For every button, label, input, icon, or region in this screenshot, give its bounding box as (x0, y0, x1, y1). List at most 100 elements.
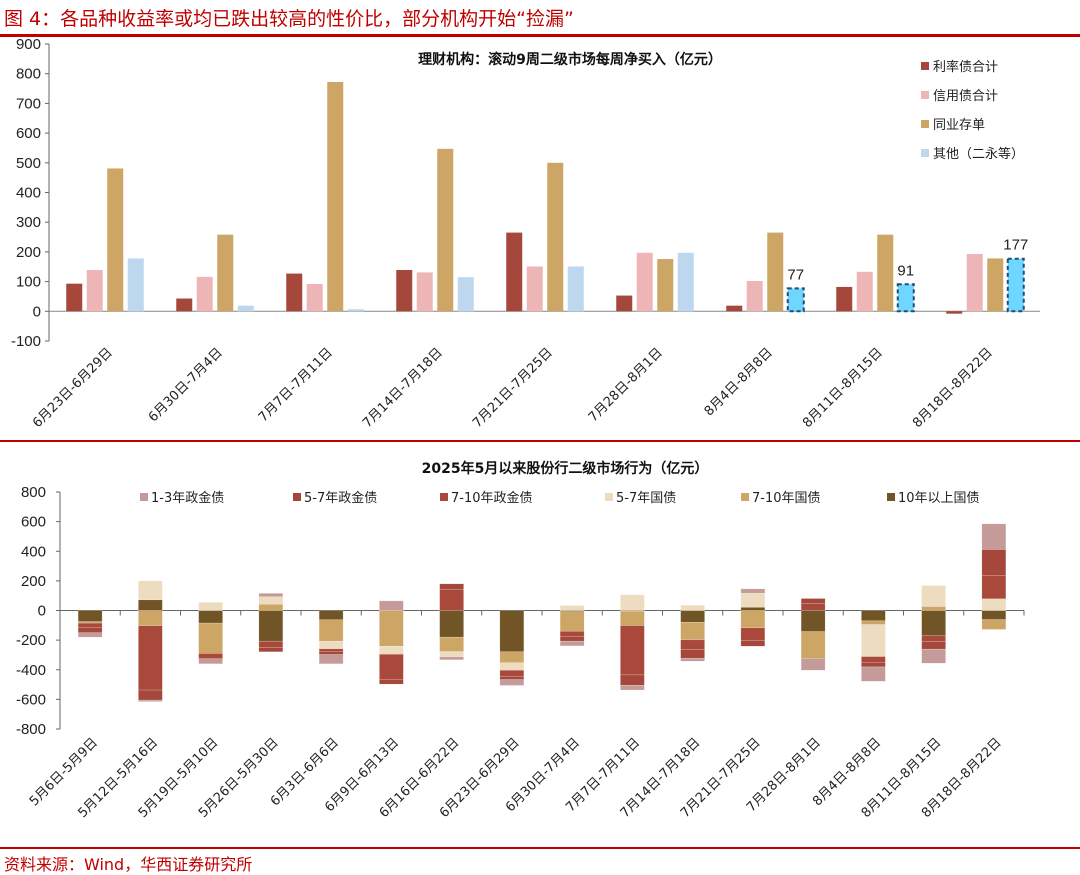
bar-2 (86, 270, 103, 312)
stack-segment (258, 647, 284, 653)
stack-segment (620, 594, 645, 611)
stack-segment (740, 588, 766, 594)
stack-segment (499, 669, 525, 677)
source-note: 资料来源：Wind，华西证券研究所 (4, 855, 253, 874)
stack-segment (138, 599, 163, 611)
stack-segment (559, 640, 585, 647)
y-tick-label: 400 (16, 185, 41, 202)
stack-segment (499, 651, 525, 663)
bar-3 (107, 168, 124, 312)
chart-wealth-net-buy: -100 0 100 200 300 400 500 600 700 800 900 理财机构：滚动9… (11, 37, 1040, 431)
stack-segment (379, 679, 404, 685)
legend-swatch (293, 493, 301, 501)
chart-title: 2025年5月以来股份行二级市场行为（亿元） (422, 460, 709, 477)
x-tick-label: 7月7日-7月11日 (256, 345, 336, 425)
y-tick-label: 0 (33, 303, 41, 320)
y-tick-label: 300 (16, 214, 41, 231)
stack-segment (318, 610, 344, 621)
stack-segment (318, 619, 344, 642)
legend-swatch (921, 120, 929, 128)
stack-segment (740, 610, 766, 629)
legend-swatch (741, 493, 749, 501)
stack-segment (379, 610, 404, 647)
legend-label: 5-7年政金债 (304, 490, 377, 506)
bar-4 (347, 309, 364, 312)
bar-3 (327, 82, 344, 312)
bar-4 (786, 287, 805, 313)
stack-segment (981, 523, 1007, 550)
y-tick-label: -200 (16, 632, 46, 649)
legend-swatch (921, 149, 929, 157)
stack-segment (138, 610, 163, 626)
bar-3 (987, 258, 1004, 312)
stack-segment (198, 610, 223, 624)
stack-segment (258, 640, 284, 648)
stack-segment (861, 624, 886, 657)
y-tick-label: -800 (16, 721, 46, 738)
bar-2 (196, 276, 213, 312)
middle-rule (0, 440, 1080, 442)
stack-segment (861, 666, 886, 682)
legend-label: 10年以上国债 (898, 491, 980, 506)
legend-swatch (605, 493, 613, 501)
stack-segment (861, 620, 886, 625)
stack-segment (861, 610, 886, 622)
bar-1 (396, 270, 413, 312)
stack-segment (499, 676, 525, 680)
stack-segment (981, 549, 1007, 576)
bar-1 (946, 311, 963, 314)
stack-segment (198, 622, 223, 654)
stack-segment (921, 648, 946, 664)
stack-segment (198, 653, 223, 659)
y-tick-label: 200 (16, 244, 41, 261)
stack-segment (138, 580, 163, 601)
legend-label: 1-3年政金债 (151, 490, 224, 506)
stack-segment (680, 610, 705, 623)
top-rule (0, 34, 1080, 37)
stack-segment (258, 610, 284, 642)
x-tick-label: 8月11日-8月15日 (800, 345, 886, 431)
stack-segment (680, 657, 705, 662)
bar-4 (1006, 257, 1025, 313)
y-tick-label: 800 (21, 484, 46, 501)
bar-1 (836, 286, 853, 312)
bottom-rule (0, 847, 1080, 849)
bar-1 (506, 232, 523, 312)
legend-label: 7-10年政金债 (451, 490, 533, 506)
stack-segment (318, 654, 344, 665)
stack-segment (138, 625, 163, 691)
bar-4 (457, 277, 474, 312)
bar-1 (286, 273, 303, 312)
y-tick-label: 800 (16, 66, 41, 83)
chart-joint-stock-bank-behavior: -800 -600 -400 -200 0 200 400 600 800 2025年5月以来股份… (16, 460, 1025, 821)
stack-segment (379, 600, 404, 611)
y-tick-label: 900 (16, 37, 41, 53)
bar-2 (856, 271, 873, 312)
stack-segment (981, 610, 1007, 620)
x-tick-label: 6月23日-6月29日 (30, 345, 116, 431)
stack-segment (981, 598, 1007, 611)
stack-segment (921, 606, 946, 611)
bar-2 (416, 272, 433, 312)
stack-segment (318, 651, 344, 655)
legend-swatch (921, 91, 929, 99)
stack-segment (198, 602, 223, 611)
bar-2 (636, 252, 653, 312)
bar-3 (767, 232, 784, 312)
stack-segment (258, 603, 284, 611)
stack-segment (499, 610, 525, 653)
stack-segment (379, 653, 404, 680)
bar-2 (746, 281, 763, 312)
data-label: 77 (787, 266, 804, 283)
stack-segment (620, 674, 645, 686)
stack-segment (499, 662, 525, 671)
stack-segment (620, 611, 645, 626)
bar-4 (567, 266, 584, 312)
stack-segment (620, 625, 645, 676)
stack-segment (921, 635, 946, 642)
stack-segment (680, 604, 705, 611)
x-tick-label: 7月28日-8月1日 (586, 345, 666, 425)
stack-segment (800, 610, 826, 632)
stack-segment (77, 621, 103, 624)
